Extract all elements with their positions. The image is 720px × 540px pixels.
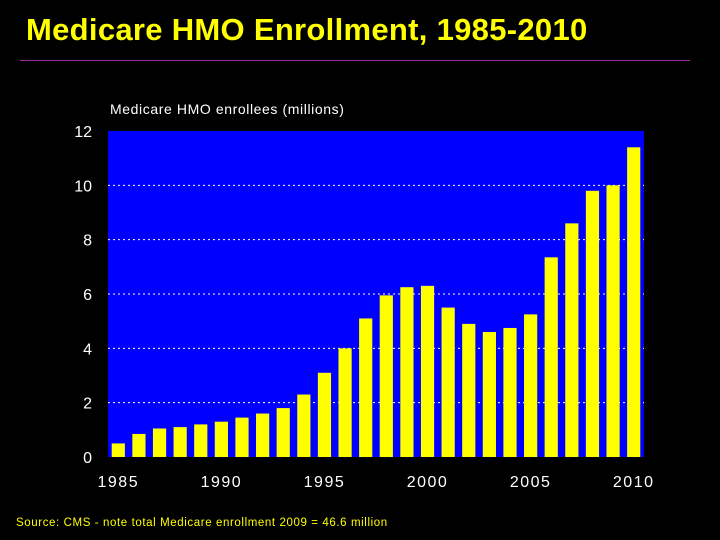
bar-1987 bbox=[152, 428, 167, 457]
bar-2006 bbox=[544, 257, 558, 457]
title-divider bbox=[20, 60, 690, 61]
y-tick-label-2: 2 bbox=[83, 396, 92, 413]
y-tick-label-6: 6 bbox=[83, 287, 92, 304]
y-tick-label-12: 12 bbox=[74, 124, 92, 141]
bar-2010 bbox=[627, 147, 641, 458]
bar-2002 bbox=[462, 323, 476, 457]
bar-1993 bbox=[276, 408, 290, 457]
bar-1988 bbox=[173, 427, 187, 457]
bar-2007 bbox=[565, 223, 579, 457]
bar-1986 bbox=[132, 433, 146, 457]
y-tick-label-0: 0 bbox=[83, 450, 92, 467]
x-tick-label-2000: 2000 bbox=[407, 474, 449, 491]
bar-2001 bbox=[441, 307, 455, 457]
y-axis-label: Medicare HMO enrollees (millions) bbox=[110, 101, 345, 117]
bar-2003 bbox=[482, 332, 496, 457]
bar-2005 bbox=[524, 314, 538, 458]
bars bbox=[111, 147, 641, 458]
y-tick-labels: 0 2 4 6 8 10 12 bbox=[74, 124, 92, 467]
x-tick-label-2010: 2010 bbox=[613, 474, 655, 491]
bar-1994 bbox=[297, 394, 311, 457]
bar-2004 bbox=[503, 327, 517, 457]
x-tick-label-2005: 2005 bbox=[510, 474, 552, 491]
x-tick-labels: 1985 1990 1995 2000 2005 2010 bbox=[98, 474, 655, 491]
slide-title: Medicare HMO Enrollment, 1985-2010 bbox=[26, 12, 588, 47]
bar-2009 bbox=[606, 185, 620, 457]
x-tick-label-1990: 1990 bbox=[201, 474, 243, 491]
bar-1997 bbox=[359, 318, 373, 457]
bar-1995 bbox=[317, 372, 332, 457]
bar-1990 bbox=[214, 421, 228, 457]
bar-1991 bbox=[235, 417, 249, 457]
bar-1989 bbox=[194, 424, 208, 457]
x-tick-label-1985: 1985 bbox=[98, 474, 140, 491]
bar-1985 bbox=[111, 443, 125, 457]
bar-1999 bbox=[400, 287, 414, 457]
bar-2008 bbox=[585, 190, 600, 457]
bar-1992 bbox=[256, 413, 270, 457]
bar-1998 bbox=[379, 295, 393, 457]
y-tick-label-10: 10 bbox=[74, 178, 92, 195]
y-tick-label-4: 4 bbox=[83, 341, 92, 358]
bar-1996 bbox=[338, 348, 352, 457]
bar-2000 bbox=[420, 285, 435, 457]
x-tick-label-1995: 1995 bbox=[304, 474, 346, 491]
source-note: Source: CMS - note total Medicare enroll… bbox=[16, 517, 388, 529]
y-tick-label-8: 8 bbox=[83, 233, 92, 250]
